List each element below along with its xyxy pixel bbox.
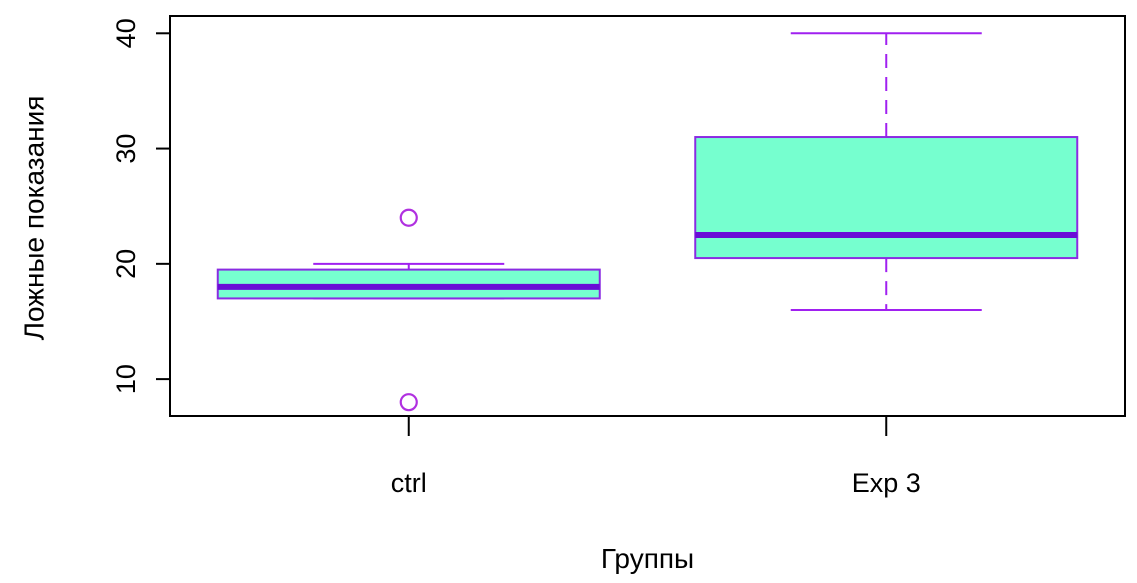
x-axis-title: Группы <box>601 543 694 574</box>
box-0 <box>216 208 601 412</box>
box-1 <box>694 32 1079 311</box>
x-axis: ctrl Exp 3 <box>391 416 921 498</box>
y-tick-label-20: 20 <box>111 249 141 279</box>
iqr-box <box>694 136 1079 260</box>
x-tick-label-0: ctrl <box>391 468 427 498</box>
y-axis-title: Ложные показания <box>18 96 49 341</box>
y-axis: 10 20 30 40 <box>111 18 171 394</box>
y-tick-label-40: 40 <box>111 18 141 48</box>
x-tick-label-1: Exp 3 <box>852 468 921 498</box>
plot-marks <box>216 32 1079 412</box>
outlier-point-0 <box>399 208 418 227</box>
y-tick-label-30: 30 <box>111 134 141 164</box>
outlier-point-1 <box>399 393 418 412</box>
y-tick-label-10: 10 <box>111 364 141 394</box>
